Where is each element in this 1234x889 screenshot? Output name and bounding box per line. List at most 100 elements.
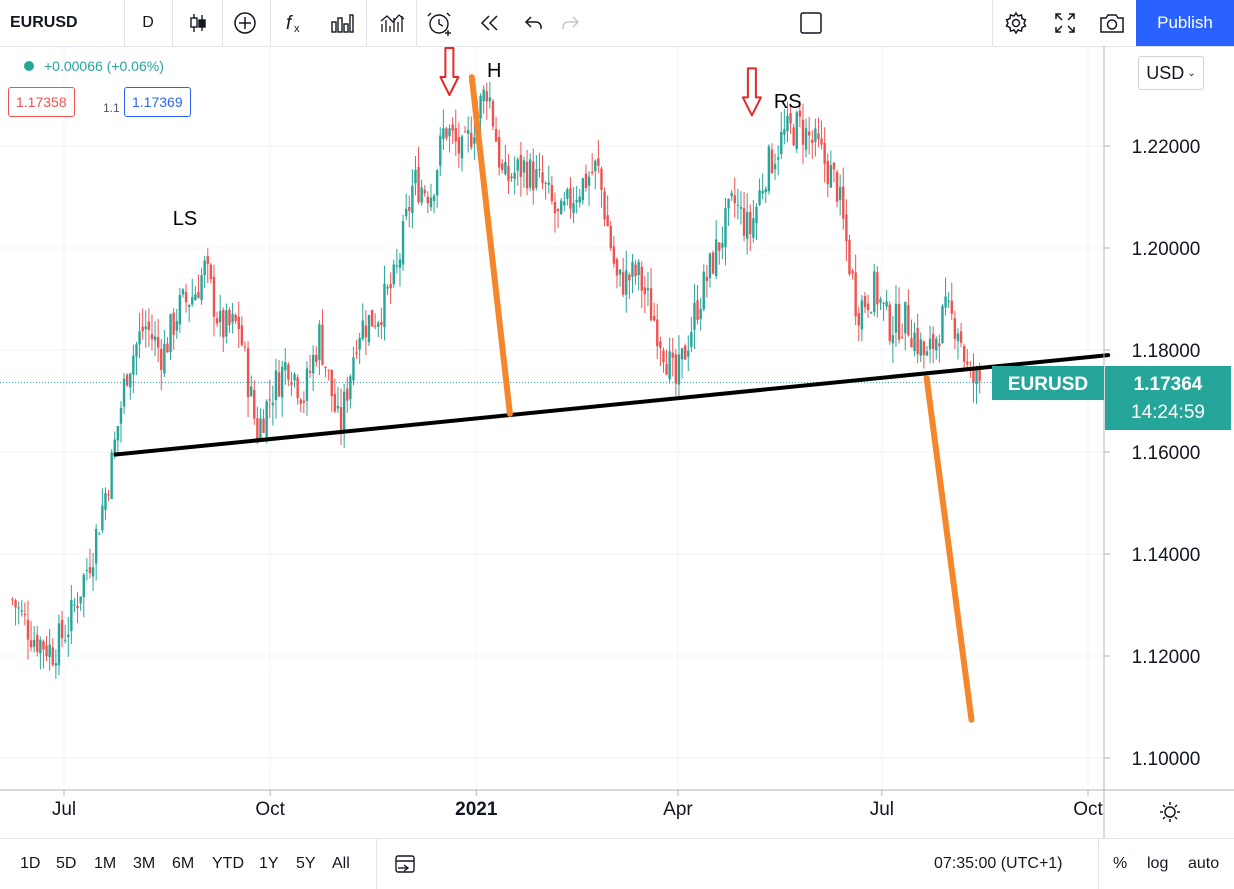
fullscreen-icon[interactable] [1044, 0, 1086, 46]
price-scale[interactable]: 1.22000 1.20000 1.18000 1.16000 1.14000 1.120… [1104, 137, 1200, 770]
candle-body [411, 185, 414, 213]
candle-body [510, 176, 513, 179]
candle-body [333, 394, 337, 412]
publish-button[interactable]: Publish [1136, 0, 1234, 46]
goto-date-icon[interactable] [394, 839, 418, 889]
down-arrow-icon[interactable] [439, 47, 460, 96]
candle-body [966, 361, 969, 365]
compare-plus-icon[interactable] [226, 0, 264, 46]
down-arrow-icon[interactable] [741, 67, 762, 117]
auto-scale-toggle[interactable]: auto [1188, 855, 1220, 872]
candle-body [569, 188, 572, 209]
pattern-label[interactable]: RS [774, 91, 802, 113]
candle-body [423, 190, 426, 194]
candle-body [677, 354, 681, 385]
candle-body [429, 197, 433, 208]
interval-button[interactable]: D [142, 14, 154, 31]
range-button-3m[interactable]: 3M [133, 855, 156, 872]
candle-body [401, 221, 405, 265]
candle-body [395, 265, 399, 267]
candle-body [26, 619, 30, 640]
candle-body [522, 160, 526, 173]
candle-body [29, 640, 33, 648]
candle-body [240, 325, 244, 345]
timezone-clock[interactable]: 07:35:00 (UTC+1) [934, 855, 1063, 872]
candle-body [262, 418, 265, 433]
candle-body [910, 338, 913, 348]
candle-body [705, 276, 709, 282]
candle-body [826, 160, 829, 185]
candle-body [141, 326, 144, 332]
pattern-label[interactable]: H [487, 60, 501, 82]
candle-body [680, 348, 684, 360]
candle-body [302, 400, 306, 403]
layout-square-icon[interactable] [792, 0, 830, 46]
range-button-1m[interactable]: 1M [94, 855, 117, 872]
percent-scale-toggle[interactable]: % [1113, 855, 1128, 872]
range-button-1y[interactable]: 1Y [259, 855, 279, 872]
candle-body [935, 338, 938, 351]
candle-body [370, 309, 374, 327]
range-button-6m[interactable]: 6M [172, 855, 195, 872]
candle-series [11, 81, 981, 679]
range-button-ytd[interactable]: YTD [212, 855, 244, 872]
candle-body [383, 283, 386, 328]
candles-chart-type-icon[interactable] [180, 0, 216, 46]
candle-body [798, 110, 802, 117]
toolbar-divider [376, 839, 377, 889]
range-button-5y[interactable]: 5Y [296, 855, 316, 872]
projection-line[interactable] [923, 375, 975, 723]
price-axis-label: EURUSD 1.17364 14:24:59 [992, 366, 1231, 430]
log-scale-toggle[interactable]: log [1147, 855, 1169, 872]
candle-body [597, 158, 600, 166]
range-button-5d[interactable]: 5D [56, 855, 77, 872]
candle-body [439, 135, 442, 166]
range-button-1d[interactable]: 1D [20, 855, 41, 872]
time-scale[interactable]: Jul Oct 2021 Apr Jul Oct [52, 790, 1104, 820]
time-tick-label: Jul [870, 799, 894, 820]
candle-body [327, 369, 330, 371]
candle-body [125, 374, 129, 386]
candle-body [454, 128, 457, 142]
candle-body [956, 333, 960, 342]
candle-body [959, 331, 963, 343]
neckline-trendline[interactable] [113, 353, 1111, 457]
snapshot-camera-icon[interactable] [1092, 0, 1132, 46]
candle-body [615, 259, 619, 276]
bar-countdown: 14:24:59 [1131, 402, 1205, 423]
range-button-all[interactable]: All [332, 855, 350, 872]
symbol-search-button[interactable]: EURUSD [10, 14, 78, 31]
time-settings-icon[interactable] [1160, 802, 1180, 822]
buy-price-button[interactable]: 1.17369 [124, 87, 191, 117]
templates-icon[interactable] [372, 0, 412, 46]
candle-body [575, 199, 578, 203]
pattern-label[interactable]: LS [173, 208, 197, 230]
svg-text:f: f [286, 13, 293, 34]
candle-body [318, 324, 321, 361]
candle-body [507, 165, 510, 181]
candle-body [339, 407, 343, 431]
candle-body [160, 348, 163, 370]
alert-clock-icon[interactable] [420, 0, 460, 46]
undo-icon[interactable] [516, 0, 552, 46]
projection-lines [468, 74, 975, 723]
symbol-label: EURUSD [1008, 374, 1088, 395]
candle-body [491, 101, 495, 127]
candle-body [367, 315, 371, 343]
candle-body [364, 325, 368, 338]
currency-selector[interactable]: USD ⌄ [1138, 56, 1204, 90]
candle-body [73, 604, 76, 606]
financials-bars-icon[interactable] [322, 0, 362, 46]
redo-icon[interactable] [552, 0, 588, 46]
replay-rewind-icon[interactable] [470, 0, 510, 46]
candle-body [94, 528, 98, 564]
candle-body [228, 309, 231, 325]
price-label-background [1105, 366, 1231, 430]
candle-body [736, 204, 740, 206]
sell-price-button[interactable]: 1.17358 [8, 87, 75, 117]
settings-gear-icon[interactable] [996, 0, 1036, 46]
projection-line[interactable] [468, 74, 513, 417]
